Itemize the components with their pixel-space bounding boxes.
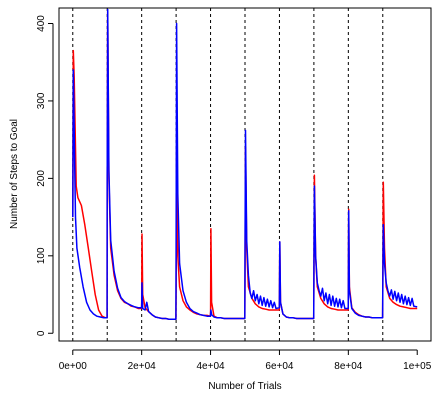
x-axis: 0e+00 2e+04 4e+04 6e+04 8e+04 1e+05	[59, 349, 432, 372]
y-tick-label: 100	[36, 247, 47, 264]
x-tick-label: 0e+00	[59, 361, 88, 372]
x-tick-label: 6e+04	[265, 361, 294, 372]
series-line-1	[72, 8, 418, 321]
x-tick-label: 8e+04	[334, 361, 363, 372]
y-tick-label: 400	[36, 15, 47, 32]
data-series	[72, 8, 418, 321]
x-tick-label: 1e+05	[403, 361, 432, 372]
y-tick-label: 0	[36, 330, 47, 336]
y-tick-label: 200	[36, 170, 47, 187]
x-tick-label: 2e+04	[128, 361, 157, 372]
x-tick-label: 4e+04	[197, 361, 226, 372]
x-axis-title: Number of Trials	[208, 381, 281, 392]
y-axis: 0 100 200 300 400	[36, 15, 54, 336]
y-tick-label: 300	[36, 92, 47, 109]
y-axis-title: Number of Steps to Goal	[9, 119, 20, 229]
